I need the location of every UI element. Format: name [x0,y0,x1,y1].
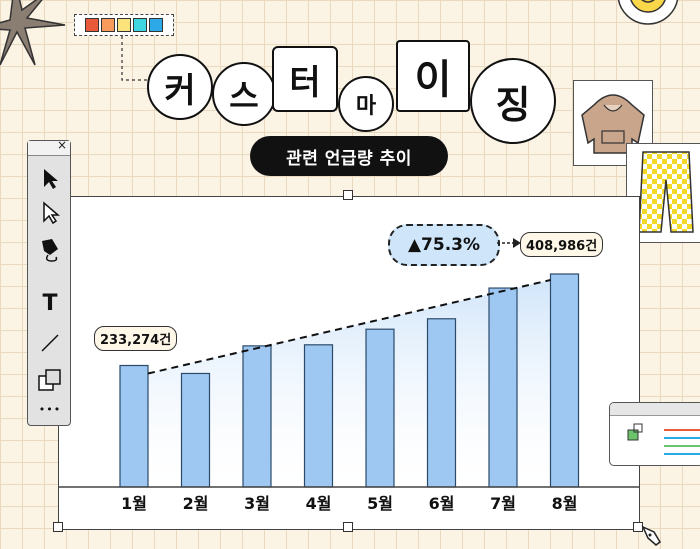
line-tool-button[interactable] [28,331,72,355]
growth-rate-badge: ▲75.3% [388,224,500,266]
checkered-pants-icon [638,151,694,233]
bar-6 [426,318,457,488]
direct-select-tool-button[interactable] [28,201,72,225]
title-char-5: 이 [396,40,470,112]
subtitle-badge: 관련 언급량 추이 [250,136,448,176]
toolbar-close-button[interactable]: × [56,138,67,152]
pen-cursor-icon [641,525,661,546]
align-icon [627,423,700,455]
bar-7 [488,287,518,488]
selection-arrow-icon [44,169,58,189]
hoodie-icon [581,94,645,154]
x-tick-label: 1월 [121,494,147,513]
x-tick-label: 5월 [367,494,393,513]
pen-tool-icon [42,239,58,262]
bar-chart: 1월 2월 3월 4월 5월 6월 7월 8월 [59,273,639,513]
x-tick-label: 7월 [490,494,516,513]
tool-palette: × T ••• [27,138,72,426]
type-tool-button[interactable]: T [28,291,72,316]
title-char-2: 스 [212,62,276,126]
toolbar-header: × [28,138,70,156]
palette-swatch-5 [149,18,163,32]
title-char-1: 커 [147,54,213,120]
align-panel-header [610,403,700,416]
color-palette [74,14,174,36]
selection-tool-button[interactable] [28,167,72,191]
title-char-3: 터 [272,46,338,112]
title-char-4: 마 [338,76,394,132]
type-tool-icon: T [42,291,58,316]
bar-2 [180,372,211,488]
palette-swatch-3 [117,18,131,32]
hoodie-card [573,80,653,166]
resize-handle-bottom[interactable] [343,522,353,532]
pen-tool-button[interactable] [28,237,72,263]
trend-line [147,279,551,375]
line-tool-icon [41,334,59,352]
start-value-label: 233,274건 [94,326,178,351]
bar-5 [365,328,395,488]
layers-tool-button[interactable] [28,367,72,393]
x-tick-label: 2월 [183,494,209,513]
x-tick-label: 8월 [552,494,578,513]
more-icon: ••• [38,403,62,416]
pill-connector-arrow [497,238,521,248]
flower-sticker-icon [617,0,679,25]
palette-swatch-1 [85,18,99,32]
palette-swatch-2 [101,18,115,32]
palette-connector-line [121,36,154,81]
x-tick-label: 6월 [429,494,455,513]
x-tick-label: 3월 [244,494,270,513]
resize-handle-bottom-left[interactable] [53,522,63,532]
more-tools-button[interactable]: ••• [28,403,72,416]
direct-select-icon [43,201,61,225]
palette-swatch-4 [133,18,147,32]
bar-8 [549,273,580,488]
bar-3 [242,345,272,488]
end-value-label: 408,986건 [520,232,604,257]
star-burst-icon [0,0,66,66]
x-tick-label: 4월 [306,494,332,513]
bar-4 [303,344,334,488]
bar-1 [119,364,149,488]
resize-handle-top[interactable] [343,190,353,200]
layers-icon [38,369,61,391]
title-char-6: 징 [470,58,556,144]
align-panel [609,402,700,466]
